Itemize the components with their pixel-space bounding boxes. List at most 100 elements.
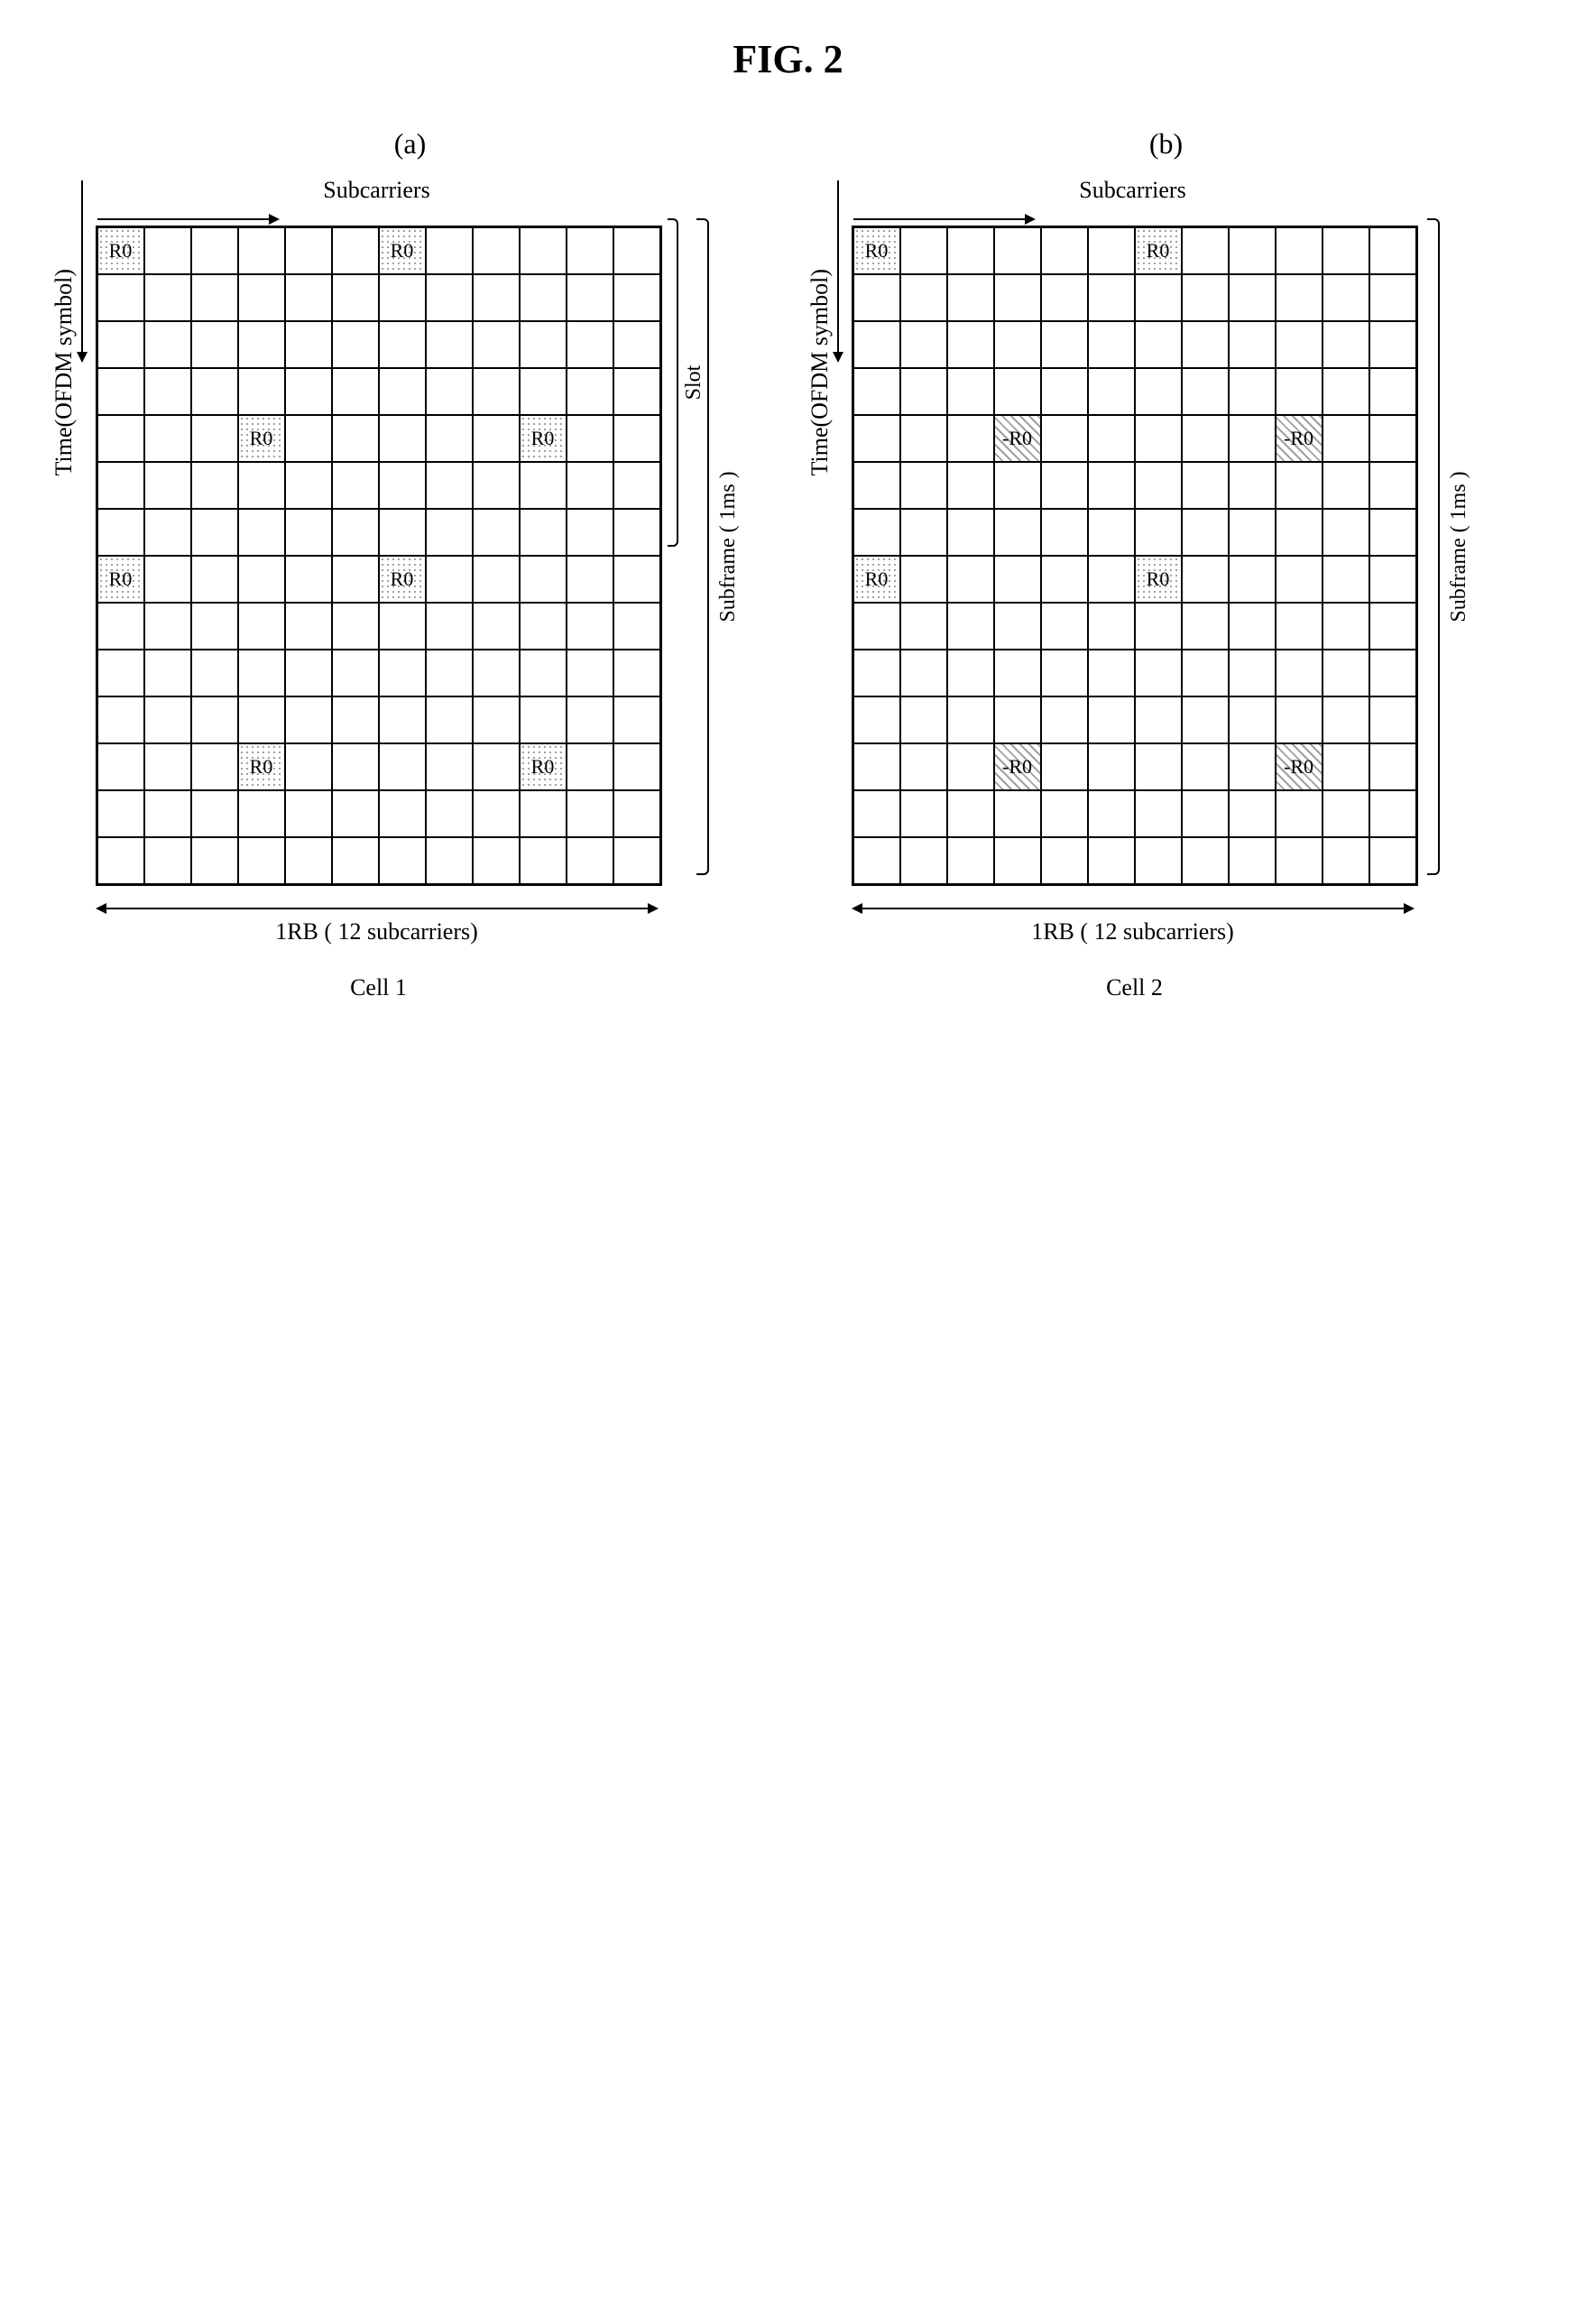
grid-cell bbox=[1276, 274, 1323, 321]
grid-cell bbox=[520, 603, 567, 650]
grid-cell bbox=[285, 790, 332, 837]
bottom-dimension: 1RB ( 12 subcarriers) bbox=[852, 902, 1415, 956]
grid-cell bbox=[191, 650, 238, 696]
grid-row bbox=[853, 321, 1416, 368]
grid-row: R0R0 bbox=[97, 743, 660, 790]
grid-cell bbox=[567, 368, 613, 415]
grid-cell bbox=[285, 227, 332, 274]
grid-cell bbox=[473, 650, 520, 696]
grid-cell bbox=[994, 603, 1041, 650]
grid-cell bbox=[144, 462, 191, 509]
grid-cell bbox=[1276, 603, 1323, 650]
grid-cell bbox=[994, 837, 1041, 884]
grid-cell bbox=[1135, 650, 1182, 696]
grid-cell bbox=[1229, 274, 1276, 321]
grid-row bbox=[97, 509, 660, 556]
grid-cell bbox=[900, 462, 947, 509]
grid-cell bbox=[613, 650, 660, 696]
cell-caption: Cell 2 bbox=[852, 974, 1418, 1001]
grid-cell bbox=[473, 227, 520, 274]
grid-cell bbox=[1323, 837, 1369, 884]
grid-cell bbox=[1323, 696, 1369, 743]
grid-row bbox=[853, 509, 1416, 556]
grid-cell bbox=[853, 509, 900, 556]
grid-cell bbox=[947, 837, 994, 884]
ref-signal-cell: R0 bbox=[853, 556, 900, 603]
grid-cell bbox=[332, 837, 379, 884]
grid-cell bbox=[900, 321, 947, 368]
grid-cell bbox=[853, 462, 900, 509]
y-axis-arrow bbox=[81, 180, 83, 361]
grid-cell bbox=[473, 509, 520, 556]
grid-cell bbox=[900, 556, 947, 603]
grid-cell bbox=[613, 415, 660, 462]
grid-cell bbox=[613, 509, 660, 556]
y-axis-label: Time(OFDM symbol) bbox=[51, 269, 78, 475]
subframe-brace bbox=[1427, 218, 1440, 875]
grid-cell bbox=[1369, 556, 1416, 603]
grid-cell bbox=[1182, 227, 1229, 274]
grid-cell bbox=[613, 837, 660, 884]
grid-cell bbox=[994, 509, 1041, 556]
grid-cell bbox=[994, 321, 1041, 368]
grid-cell bbox=[473, 274, 520, 321]
ref-signal-cell: R0 bbox=[520, 743, 567, 790]
ref-signal-cell: R0 bbox=[853, 227, 900, 274]
grid-cell bbox=[613, 368, 660, 415]
grid-cell bbox=[1276, 696, 1323, 743]
grid-cell bbox=[332, 790, 379, 837]
grid-row: R0R0 bbox=[97, 227, 660, 274]
grid-cell bbox=[191, 462, 238, 509]
grid-cell bbox=[947, 368, 994, 415]
panel-sub-label: (b) bbox=[1149, 127, 1183, 161]
grid-cell bbox=[238, 696, 285, 743]
grid-cell bbox=[853, 696, 900, 743]
grid-cell bbox=[285, 509, 332, 556]
grid-cell bbox=[613, 556, 660, 603]
grid-cell bbox=[1323, 227, 1369, 274]
grid-cell bbox=[1088, 321, 1135, 368]
grid-cell bbox=[1276, 650, 1323, 696]
ref-signal-cell: R0 bbox=[520, 415, 567, 462]
grid-cell bbox=[520, 790, 567, 837]
grid-cell bbox=[613, 227, 660, 274]
grid-cell bbox=[567, 650, 613, 696]
page: FIG. 2 (a)Time(OFDM symbol)SubcarriersR0… bbox=[36, 36, 1540, 1001]
grid-cell bbox=[285, 743, 332, 790]
grid-row bbox=[853, 837, 1416, 884]
grid-cell bbox=[191, 321, 238, 368]
grid-cell bbox=[426, 603, 473, 650]
grid-cell bbox=[1369, 696, 1416, 743]
grid-cell bbox=[1135, 837, 1182, 884]
grid-cell bbox=[1135, 509, 1182, 556]
grid-cell bbox=[1041, 743, 1088, 790]
grid-cell bbox=[900, 415, 947, 462]
grid-cell bbox=[567, 603, 613, 650]
grid-cell bbox=[900, 227, 947, 274]
grid-cell bbox=[473, 462, 520, 509]
grid-cell bbox=[853, 743, 900, 790]
grid-cell bbox=[191, 556, 238, 603]
grid-cell bbox=[1041, 321, 1088, 368]
grid-cell bbox=[144, 274, 191, 321]
grid-cell bbox=[900, 603, 947, 650]
grid-cell bbox=[947, 462, 994, 509]
grid-cell bbox=[994, 556, 1041, 603]
grid-cell bbox=[285, 274, 332, 321]
grid-cell bbox=[1135, 743, 1182, 790]
grid-cell bbox=[613, 321, 660, 368]
grid-cell bbox=[1229, 790, 1276, 837]
grid-cell bbox=[426, 696, 473, 743]
grid-cell bbox=[238, 274, 285, 321]
grid-center: SubcarriersR0R0R0R0R0R0R0R01RB ( 12 subc… bbox=[96, 179, 662, 1001]
grid-cell bbox=[853, 415, 900, 462]
grid-cell bbox=[613, 603, 660, 650]
grid-cell bbox=[567, 462, 613, 509]
grid-cell bbox=[900, 650, 947, 696]
y-axis-label: Time(OFDM symbol) bbox=[806, 269, 834, 475]
grid-cell bbox=[947, 556, 994, 603]
grid-cell bbox=[332, 415, 379, 462]
x-axis-arrow bbox=[853, 218, 1034, 220]
grid-cell bbox=[1041, 368, 1088, 415]
grid-cell bbox=[853, 368, 900, 415]
